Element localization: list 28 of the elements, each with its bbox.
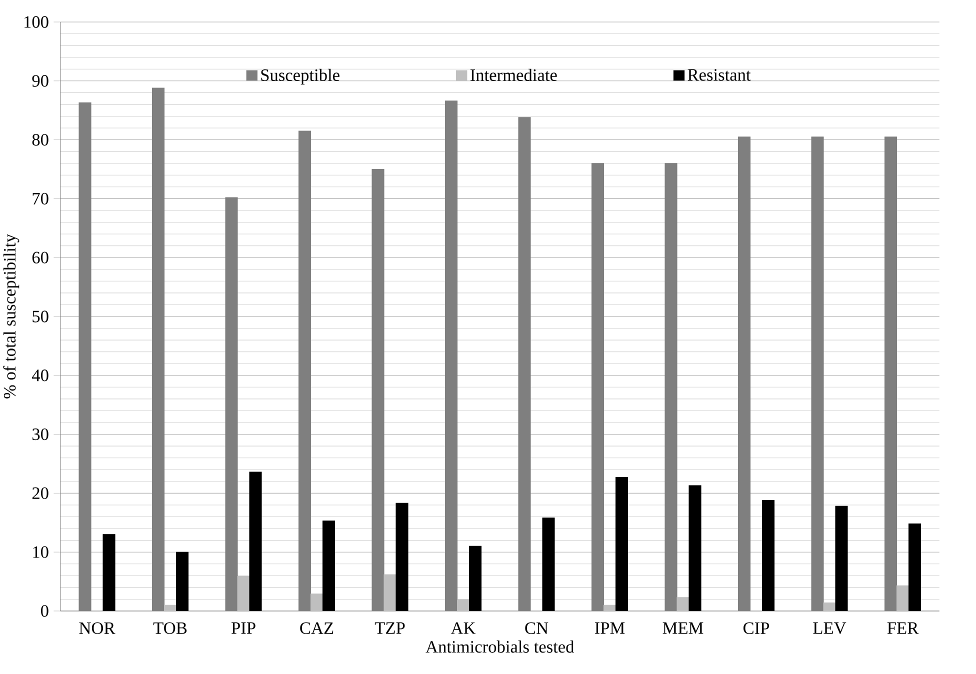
y-tick-label: 20	[32, 487, 48, 500]
x-tick-label: IPM	[594, 622, 625, 634]
legend-label: Intermediate	[470, 68, 557, 82]
y-tick-label: 10	[33, 546, 48, 558]
y-tick-label: 100	[24, 16, 48, 28]
x-tick-label: TZP	[374, 622, 405, 634]
y-tick-label: 30	[32, 428, 48, 440]
y-tick-label: 60	[32, 252, 48, 264]
x-tick-label: MEM	[662, 622, 704, 634]
x-tick-label: CN	[525, 622, 548, 634]
x-tick-label: CIP	[743, 622, 770, 634]
legend-label: Resistant	[688, 69, 751, 81]
x-tick-label: AK	[450, 622, 476, 634]
y-tick-label: 50	[32, 310, 48, 322]
x-tick-label: PIP	[231, 622, 256, 634]
x-tick-label: LEV	[813, 622, 846, 634]
y-tick-label: 90	[32, 75, 48, 87]
y-tick-label: 0	[41, 605, 48, 617]
x-tick-label: CAZ	[300, 622, 334, 634]
y-tick-label: 80	[32, 134, 48, 146]
x-tick-label: FER	[887, 622, 919, 634]
y-tick-label: 70	[32, 192, 48, 205]
legend-label: Susceptible	[261, 68, 340, 85]
y-axis-title: % of total susceptibility	[3, 234, 20, 398]
x-tick-label: TOB	[153, 622, 187, 634]
x-axis-title: Antimicrobials tested	[426, 640, 574, 653]
y-tick-label: 40	[32, 370, 48, 382]
x-tick-label: NOR	[79, 622, 116, 634]
